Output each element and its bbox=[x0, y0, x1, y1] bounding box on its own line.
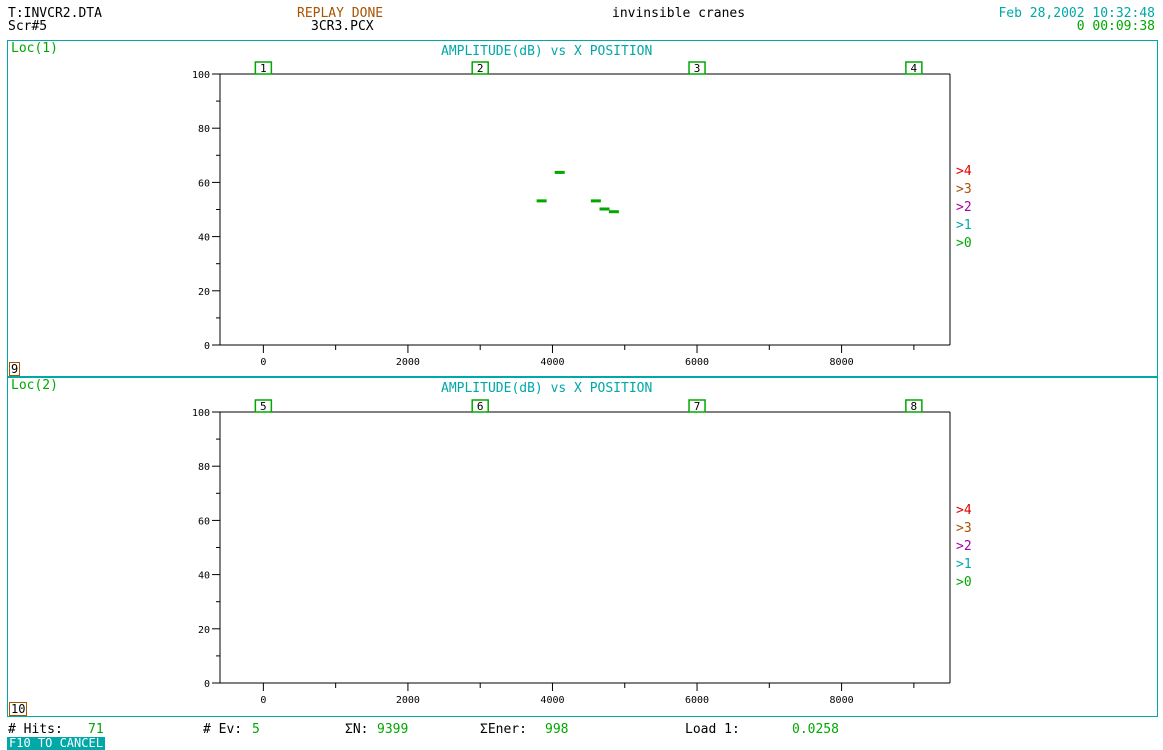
legend-item-3: >3 bbox=[956, 182, 972, 197]
data-point bbox=[590, 199, 601, 203]
y-tick-label: 20 bbox=[198, 625, 210, 636]
x-tick-label: 4000 bbox=[540, 695, 564, 706]
sum-energy-label: ΣEner: bbox=[480, 722, 527, 737]
y-tick-label: 20 bbox=[198, 287, 210, 298]
events-value: 5 bbox=[252, 722, 260, 737]
panel-loc-label: Loc(2) bbox=[11, 378, 58, 393]
plot-panel-loc1: Loc(1) AMPLITUDE(dB) vs X POSITION 9 >4 … bbox=[7, 40, 1158, 377]
sensor-marker-label: 8 bbox=[911, 400, 918, 413]
file-name: T:INVCR2.DTA bbox=[8, 6, 102, 21]
x-tick-label: 8000 bbox=[830, 695, 854, 706]
sensor-marker-label: 6 bbox=[477, 400, 484, 413]
load-value: 0.0258 bbox=[792, 722, 839, 737]
y-tick-label: 60 bbox=[198, 516, 210, 527]
amplitude-vs-x-chart-loc2: 0 20 40 60 80 100 0 2000 4000 6000 8000 5 6 7 8 bbox=[192, 399, 951, 706]
y-tick-label: 80 bbox=[198, 124, 210, 135]
datetime: Feb 28,2002 10:32:48 bbox=[998, 6, 1155, 21]
y-tick-label: 0 bbox=[204, 679, 210, 690]
x-tick-label: 2000 bbox=[396, 357, 420, 368]
legend-item-4: >4 bbox=[956, 164, 972, 179]
sensor-marker-box bbox=[688, 61, 706, 75]
y-tick-label: 60 bbox=[198, 178, 210, 189]
test-title: invinsible cranes bbox=[612, 6, 746, 21]
sum-n-value: 9399 bbox=[377, 722, 409, 737]
data-point bbox=[608, 210, 619, 214]
sensor-marker-label: 5 bbox=[260, 400, 267, 413]
sensor-marker-box bbox=[471, 399, 489, 413]
legend-item-2: >2 bbox=[956, 539, 972, 554]
y-tick-label: 40 bbox=[198, 233, 210, 244]
x-tick-label: 0 bbox=[260, 695, 266, 706]
y-tick-label: 80 bbox=[198, 462, 210, 473]
y-tick-label: 100 bbox=[192, 408, 210, 419]
sensor-marker-label: 7 bbox=[694, 400, 701, 413]
load-label: Load 1: bbox=[685, 722, 740, 737]
legend-item-0: >0 bbox=[956, 236, 972, 251]
hits-value: 71 bbox=[88, 722, 104, 737]
sensor-marker-box bbox=[254, 61, 273, 75]
data-point bbox=[536, 199, 547, 203]
sensor-marker-box bbox=[688, 399, 706, 413]
x-tick-label: 8000 bbox=[830, 357, 854, 368]
amplitude-vs-x-chart-loc1: 0 20 40 60 80 100 0 2000 4000 6000 8000 1 2 3 4 bbox=[192, 61, 951, 368]
x-tick-label: 4000 bbox=[540, 357, 564, 368]
sensor-marker-label: 4 bbox=[911, 62, 918, 75]
legend-item-1: >1 bbox=[956, 218, 972, 233]
elapsed-time: 0 00:09:38 bbox=[1076, 19, 1155, 34]
legend-item-3: >3 bbox=[956, 521, 972, 536]
data-point bbox=[554, 170, 565, 174]
panel-title: AMPLITUDE(dB) vs X POSITION bbox=[441, 44, 653, 59]
events-label: # Ev: bbox=[203, 722, 243, 737]
pcx-file: 3CR3.PCX bbox=[311, 19, 374, 34]
y-tick-label: 40 bbox=[198, 571, 210, 582]
legend-item-4: >4 bbox=[956, 503, 972, 518]
panel-loc-label: Loc(1) bbox=[11, 41, 58, 56]
sensor-marker-box bbox=[905, 61, 923, 75]
legend-item-0: >0 bbox=[956, 575, 972, 590]
panel-corner-number: 9 bbox=[9, 362, 21, 376]
x-tick-label: 6000 bbox=[685, 357, 709, 368]
sensor-marker-label: 2 bbox=[477, 62, 484, 75]
sum-energy-value: 998 bbox=[545, 722, 569, 737]
sensor-marker-box bbox=[471, 61, 489, 75]
legend-item-2: >2 bbox=[956, 200, 972, 215]
sum-n-label: ΣN: bbox=[345, 722, 369, 737]
x-tick-label: 0 bbox=[260, 357, 266, 368]
panel-corner-number: 10 bbox=[9, 702, 28, 716]
hits-label: # Hits: bbox=[8, 722, 63, 737]
replay-status: REPLAY DONE bbox=[297, 6, 384, 21]
panel-title: AMPLITUDE(dB) vs X POSITION bbox=[441, 381, 653, 396]
sensor-marker-box bbox=[905, 399, 923, 413]
screen-number: Scr#5 bbox=[8, 19, 48, 34]
sensor-marker-label: 3 bbox=[694, 62, 701, 75]
y-tick-label: 100 bbox=[192, 70, 210, 81]
legend-item-1: >1 bbox=[956, 557, 972, 572]
x-tick-label: 6000 bbox=[685, 695, 709, 706]
cancel-button[interactable]: F10 TO CANCEL bbox=[7, 736, 105, 750]
data-point bbox=[599, 207, 610, 211]
x-tick-label: 2000 bbox=[396, 695, 420, 706]
y-tick-label: 0 bbox=[204, 341, 210, 352]
plot-panel-loc2: Loc(2) AMPLITUDE(dB) vs X POSITION 10 >4… bbox=[7, 377, 1158, 717]
sensor-marker-label: 1 bbox=[260, 62, 267, 75]
sensor-marker-box bbox=[254, 399, 273, 413]
